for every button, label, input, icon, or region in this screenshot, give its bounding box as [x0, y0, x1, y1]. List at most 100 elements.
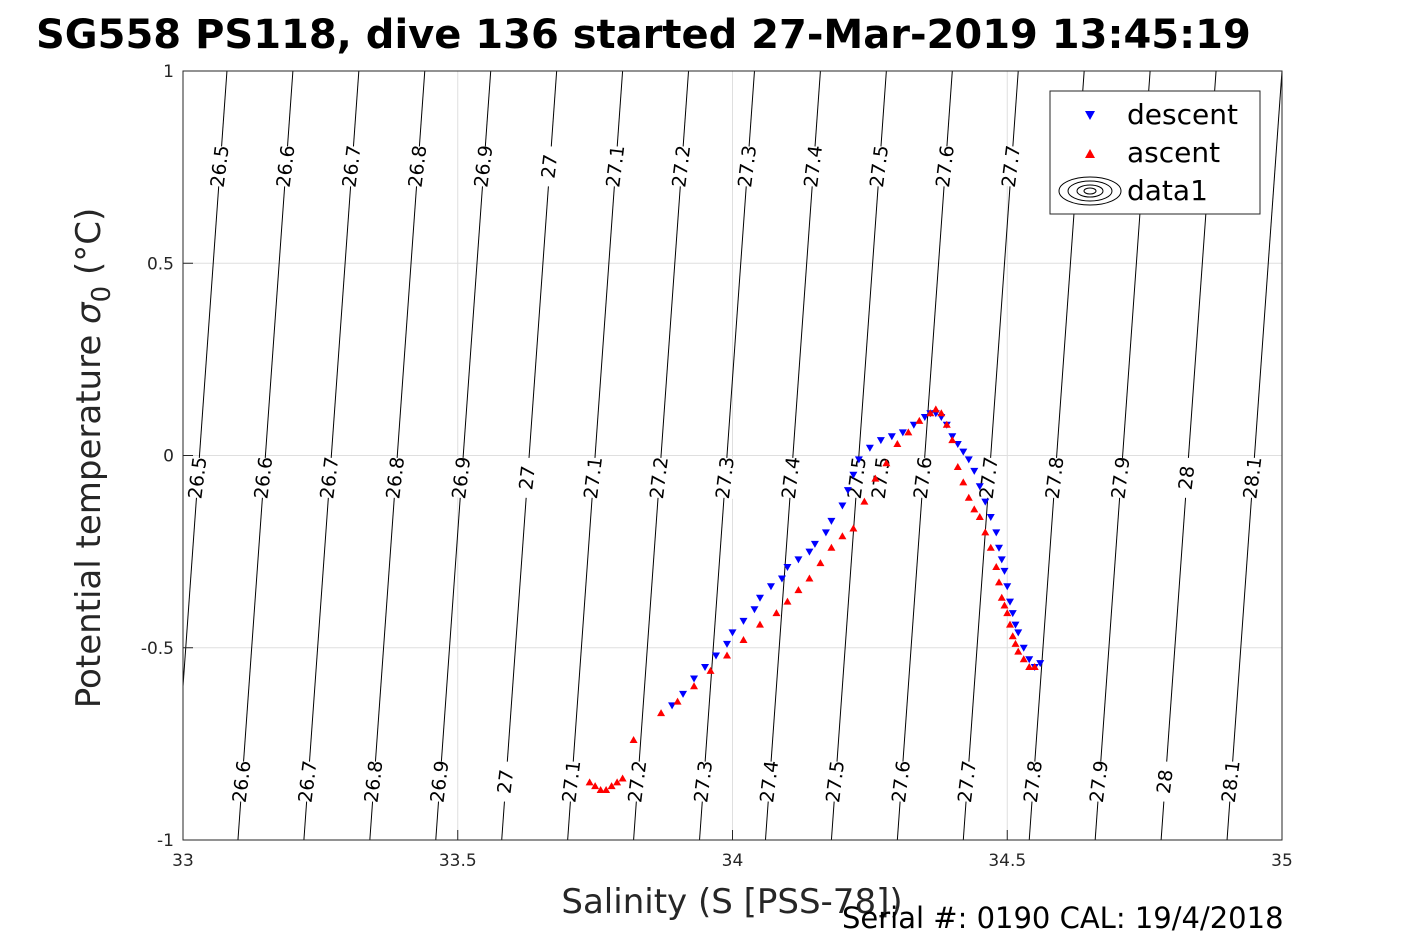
- y-axis-label-subscript: 0: [87, 286, 117, 303]
- contour-line: [764, 71, 821, 840]
- y-axis-label: Potential temperature σ0 (°C): [69, 208, 117, 708]
- legend-ascent-label: ascent: [1127, 136, 1220, 169]
- ascent-point: [975, 513, 984, 521]
- ascent-point: [860, 497, 869, 505]
- contour-label: 27.3: [690, 759, 717, 804]
- contour-label: 27.6: [910, 455, 937, 500]
- contour-line: [501, 71, 558, 840]
- ascent-point: [904, 428, 913, 436]
- contour-label: 27.2: [624, 759, 651, 804]
- ascent-point: [948, 436, 957, 444]
- descent-point: [970, 467, 979, 475]
- x-axis-ticks: 33 33.5 34 34.5 35: [172, 830, 1293, 871]
- contour-labels: 26.5 26.6 26.7 26.8 26.9 27 27.1 27.2 27.3 27.4 27…: [184, 144, 1266, 804]
- ascent-point: [772, 609, 781, 617]
- contour-label: 27.4: [778, 455, 805, 500]
- chart-title: SG558 PS118, dive 136 started 27-Mar-201…: [36, 12, 1251, 58]
- contour-label: 26.8: [360, 759, 387, 804]
- contour-label: 27.1: [602, 144, 629, 189]
- contour-line: [237, 71, 294, 840]
- ascent-point: [997, 593, 1006, 601]
- contour-line: [303, 71, 360, 840]
- contour-line: [699, 71, 755, 840]
- ascent-point: [816, 559, 825, 567]
- x-tick-label: 34: [722, 851, 744, 871]
- contour-label: 26.5: [207, 144, 234, 189]
- legend-contour-marker: [1058, 176, 1122, 206]
- contour-line: [183, 71, 228, 694]
- contour-label: 26.6: [273, 144, 300, 189]
- descent-point: [975, 483, 984, 491]
- x-tick-label: 33: [172, 851, 194, 871]
- descent-point: [723, 640, 732, 648]
- legend: descent ascent data1: [1049, 90, 1261, 215]
- ascent-point: [937, 409, 946, 417]
- contour-label: 26.5: [184, 455, 211, 500]
- contour-label: 26.8: [404, 144, 431, 189]
- y-tick-label: -0.5: [141, 639, 174, 659]
- contour-label: 28: [1175, 464, 1200, 491]
- contour-label: 27.6: [888, 759, 915, 804]
- contour-line: [435, 71, 492, 840]
- descent-point: [1003, 583, 1012, 591]
- x-tick-label: 35: [1271, 851, 1293, 871]
- descent-point: [777, 575, 786, 583]
- ascent-point: [871, 474, 880, 482]
- ascent-point: [618, 774, 627, 782]
- descent-point: [821, 529, 830, 537]
- descent-point: [849, 471, 858, 479]
- ascent-series: [585, 405, 1039, 794]
- descent-point: [887, 433, 896, 441]
- descent-point: [690, 675, 699, 683]
- ascent-point: [783, 597, 792, 605]
- y-axis-label-symbol: σ: [69, 301, 109, 324]
- ascent-point: [893, 439, 902, 447]
- descent-point: [827, 517, 836, 525]
- ascent-point: [942, 420, 951, 428]
- contour-label: 27.5: [866, 144, 893, 189]
- contour-label: 27.9: [1108, 455, 1135, 500]
- y-tick-label: 0: [163, 447, 174, 467]
- contour-label: 26.9: [426, 759, 453, 804]
- contour-label: 26.6: [229, 759, 256, 804]
- contour-label: 27.5: [822, 759, 849, 804]
- contour-line: [633, 71, 690, 840]
- y-axis-label-main: Potential temperature: [69, 324, 109, 708]
- serial-cal-footer: Serial #: 0190 CAL: 19/4/2018: [842, 901, 1284, 935]
- ascent-point: [1005, 620, 1014, 628]
- contour-label: 27.7: [998, 144, 1025, 189]
- ascent-point: [970, 505, 979, 513]
- ascent-point: [986, 543, 995, 551]
- contour-label: 27.6: [932, 144, 959, 189]
- ascent-point: [585, 778, 594, 786]
- contour-label: 27.3: [712, 455, 739, 500]
- descent-point: [876, 437, 885, 445]
- contour-label: 27.2: [668, 144, 695, 189]
- ascent-point: [959, 478, 968, 486]
- legend-contour-label: data1: [1127, 174, 1208, 207]
- contour-label: 27.5: [868, 455, 895, 500]
- contour-line: [1226, 71, 1282, 840]
- descent-point: [995, 544, 1004, 552]
- contour-label: 26.9: [470, 144, 497, 189]
- contour-label: 27.8: [1020, 759, 1047, 804]
- ascent-point: [838, 532, 847, 540]
- descent-point: [783, 564, 792, 572]
- contour-line: [830, 71, 887, 840]
- descent-point: [805, 548, 814, 556]
- descent-point: [728, 629, 737, 637]
- descent-point: [1036, 660, 1045, 668]
- y-tick-label: 1: [163, 62, 174, 82]
- descent-point: [712, 652, 721, 660]
- grid-lines: [183, 71, 1282, 840]
- ascent-point: [607, 782, 616, 790]
- descent-point: [794, 556, 803, 564]
- descent-point: [679, 690, 688, 698]
- ascent-point: [882, 459, 891, 467]
- contour-label: 26.7: [339, 144, 366, 189]
- ascent-point: [794, 586, 803, 594]
- descent-point: [898, 429, 907, 437]
- contour-label: 26.9: [448, 455, 475, 500]
- ascent-point: [964, 493, 973, 501]
